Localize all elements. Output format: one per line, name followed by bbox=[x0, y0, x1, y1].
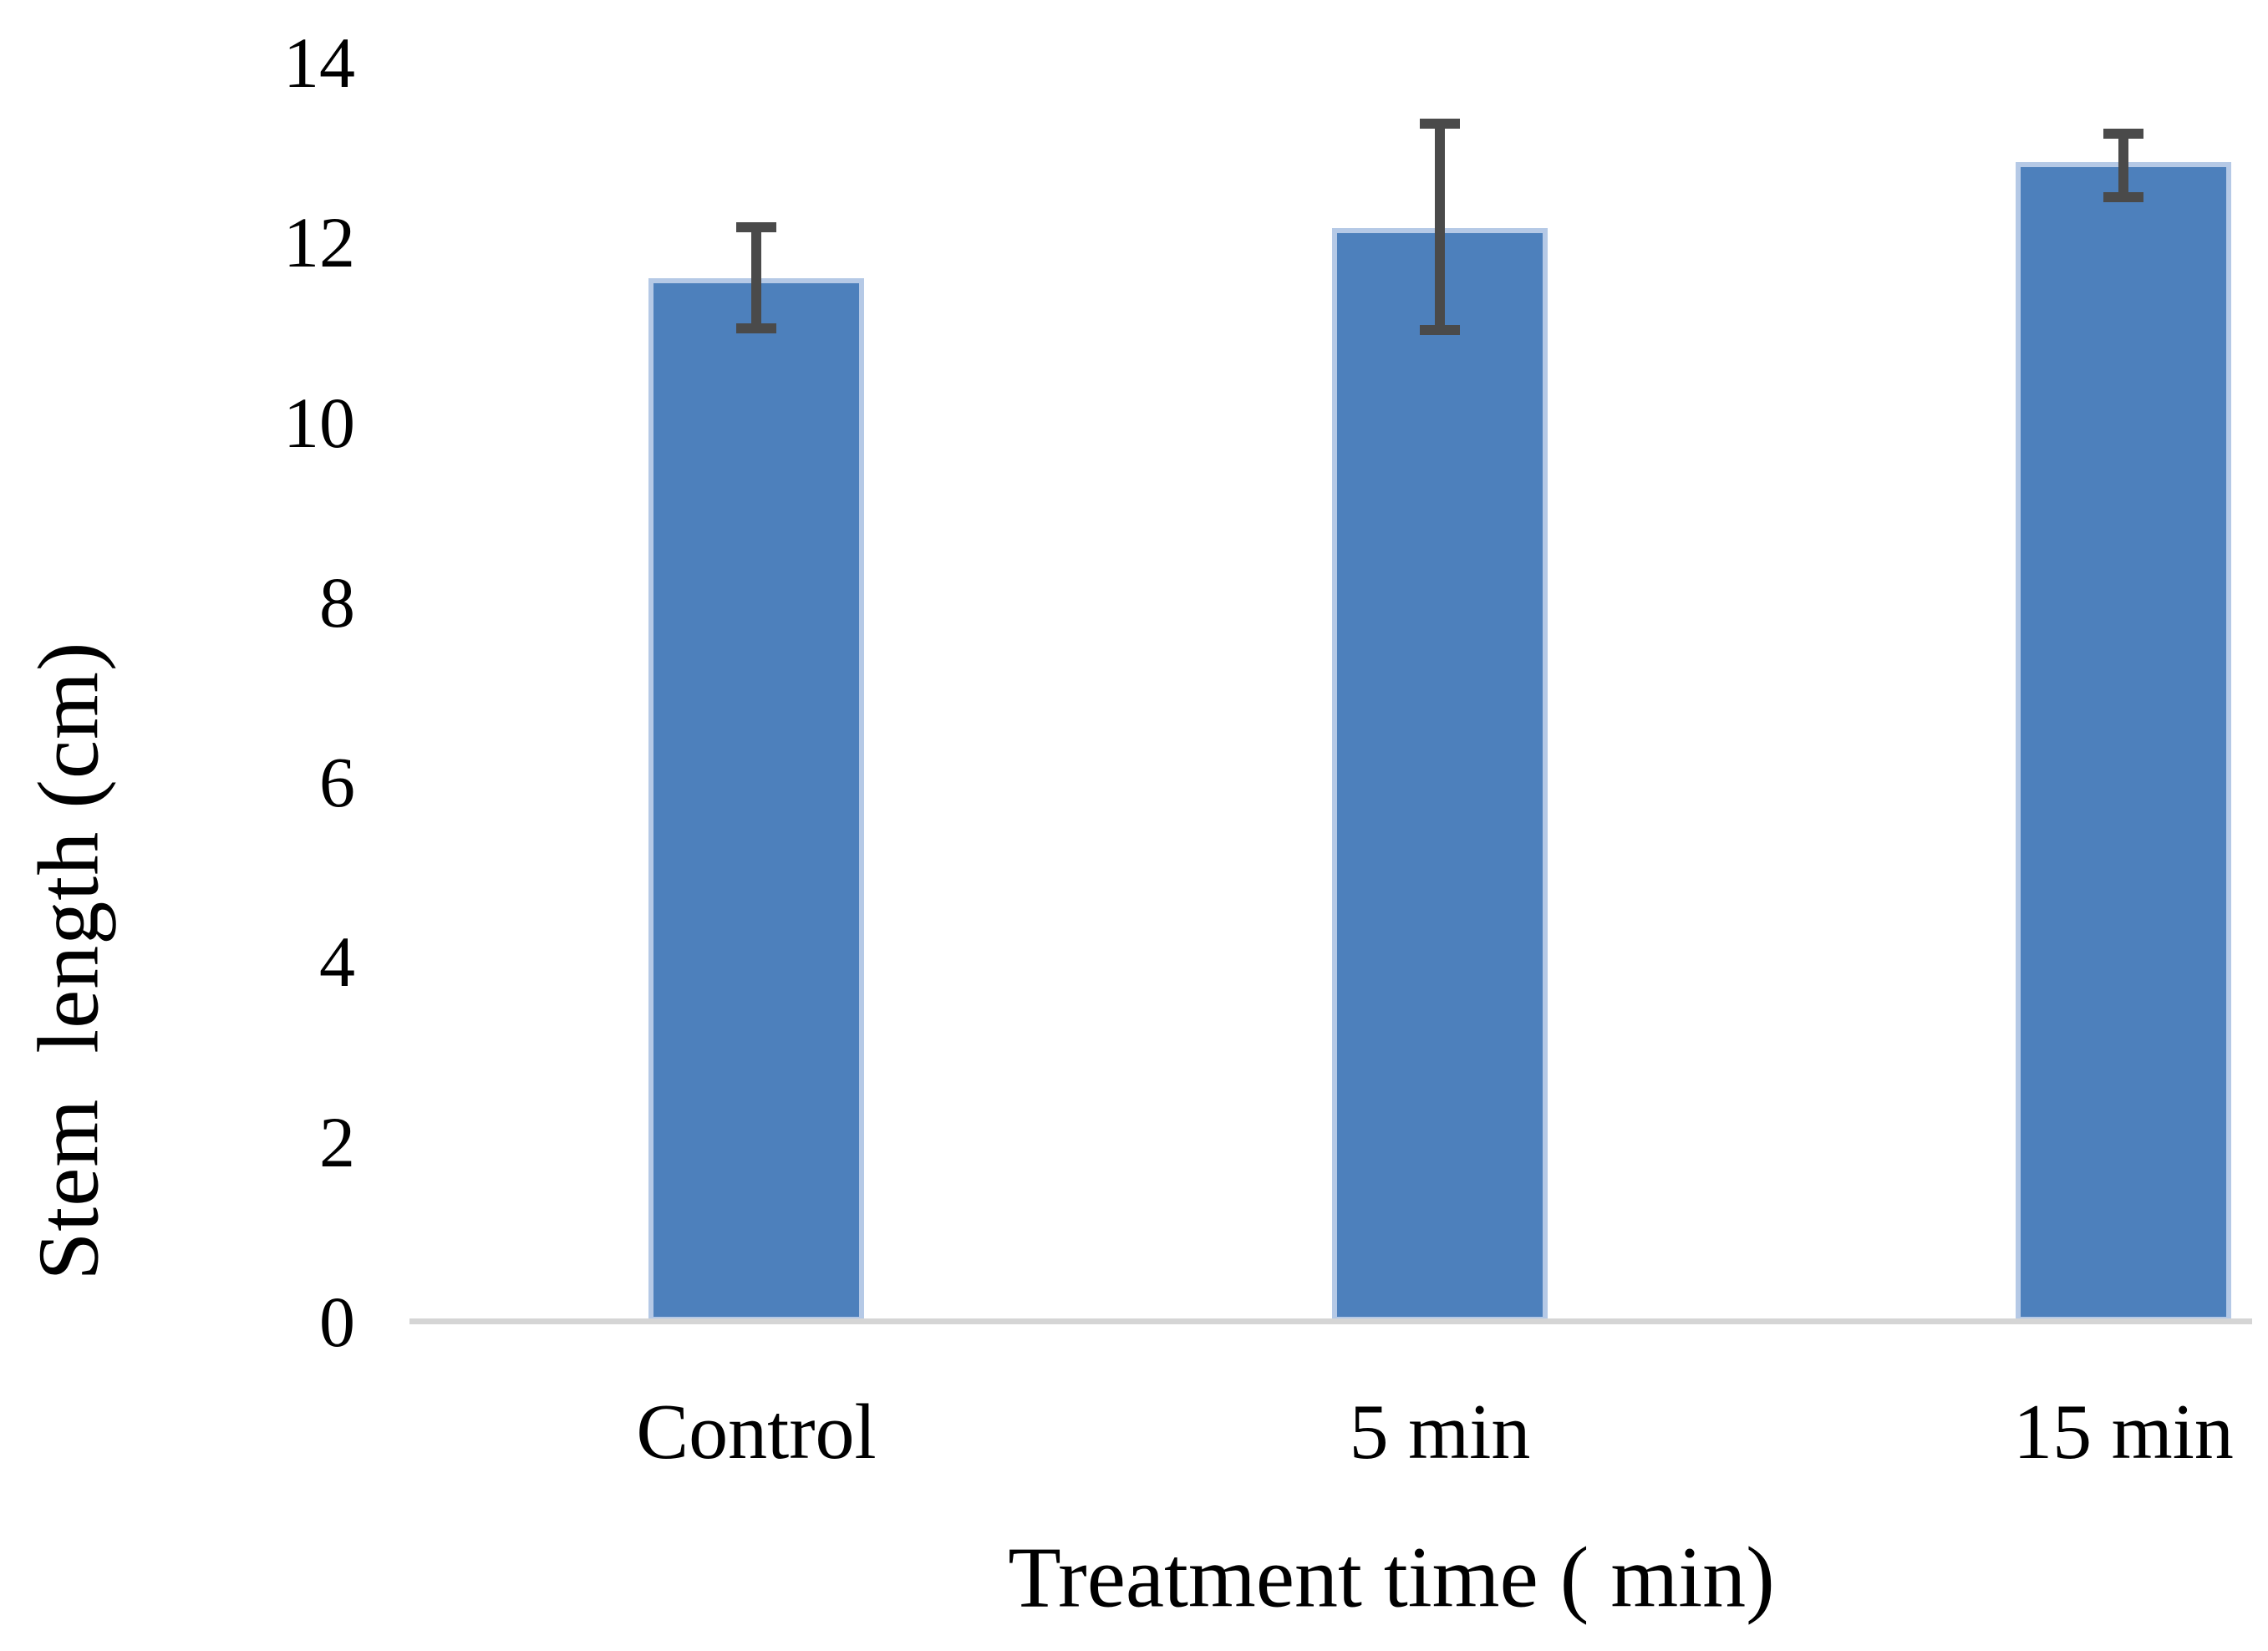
x-axis-category-label: 15 min bbox=[2013, 1389, 2234, 1476]
error-bar-line bbox=[1435, 124, 1445, 330]
bar bbox=[648, 278, 864, 1322]
y-axis-tick-label: 8 bbox=[319, 561, 355, 643]
y-axis-tick-label: 2 bbox=[319, 1101, 355, 1182]
y-axis-tick-label: 14 bbox=[283, 23, 355, 103]
y-axis-title: Stem length (cm) bbox=[20, 641, 117, 1281]
error-bar-top-cap bbox=[736, 221, 776, 232]
error-bar-top-cap bbox=[2103, 129, 2143, 140]
x-axis-title: Treatment time ( min) bbox=[1008, 1529, 1775, 1626]
error-bar-top-cap bbox=[1420, 119, 1460, 130]
x-axis-line bbox=[409, 1318, 2252, 1324]
x-axis-category-label: 5 min bbox=[1349, 1389, 1531, 1476]
y-axis-tick-label: 0 bbox=[319, 1282, 355, 1362]
error-bar-bottom-cap bbox=[1420, 324, 1460, 335]
x-axis-category-label: Control bbox=[636, 1389, 877, 1476]
error-bar-bottom-cap bbox=[736, 323, 776, 333]
y-axis-tick-label: 6 bbox=[319, 742, 355, 823]
bar bbox=[1332, 228, 1548, 1322]
y-axis-tick-label: 4 bbox=[319, 922, 355, 1003]
y-axis-tick-label: 12 bbox=[283, 202, 355, 283]
y-axis-tick-label: 10 bbox=[283, 382, 355, 463]
error-bar-bottom-cap bbox=[2103, 192, 2143, 203]
error-bar-line bbox=[2118, 134, 2128, 198]
bar bbox=[2016, 162, 2231, 1322]
error-bar-line bbox=[751, 226, 761, 328]
